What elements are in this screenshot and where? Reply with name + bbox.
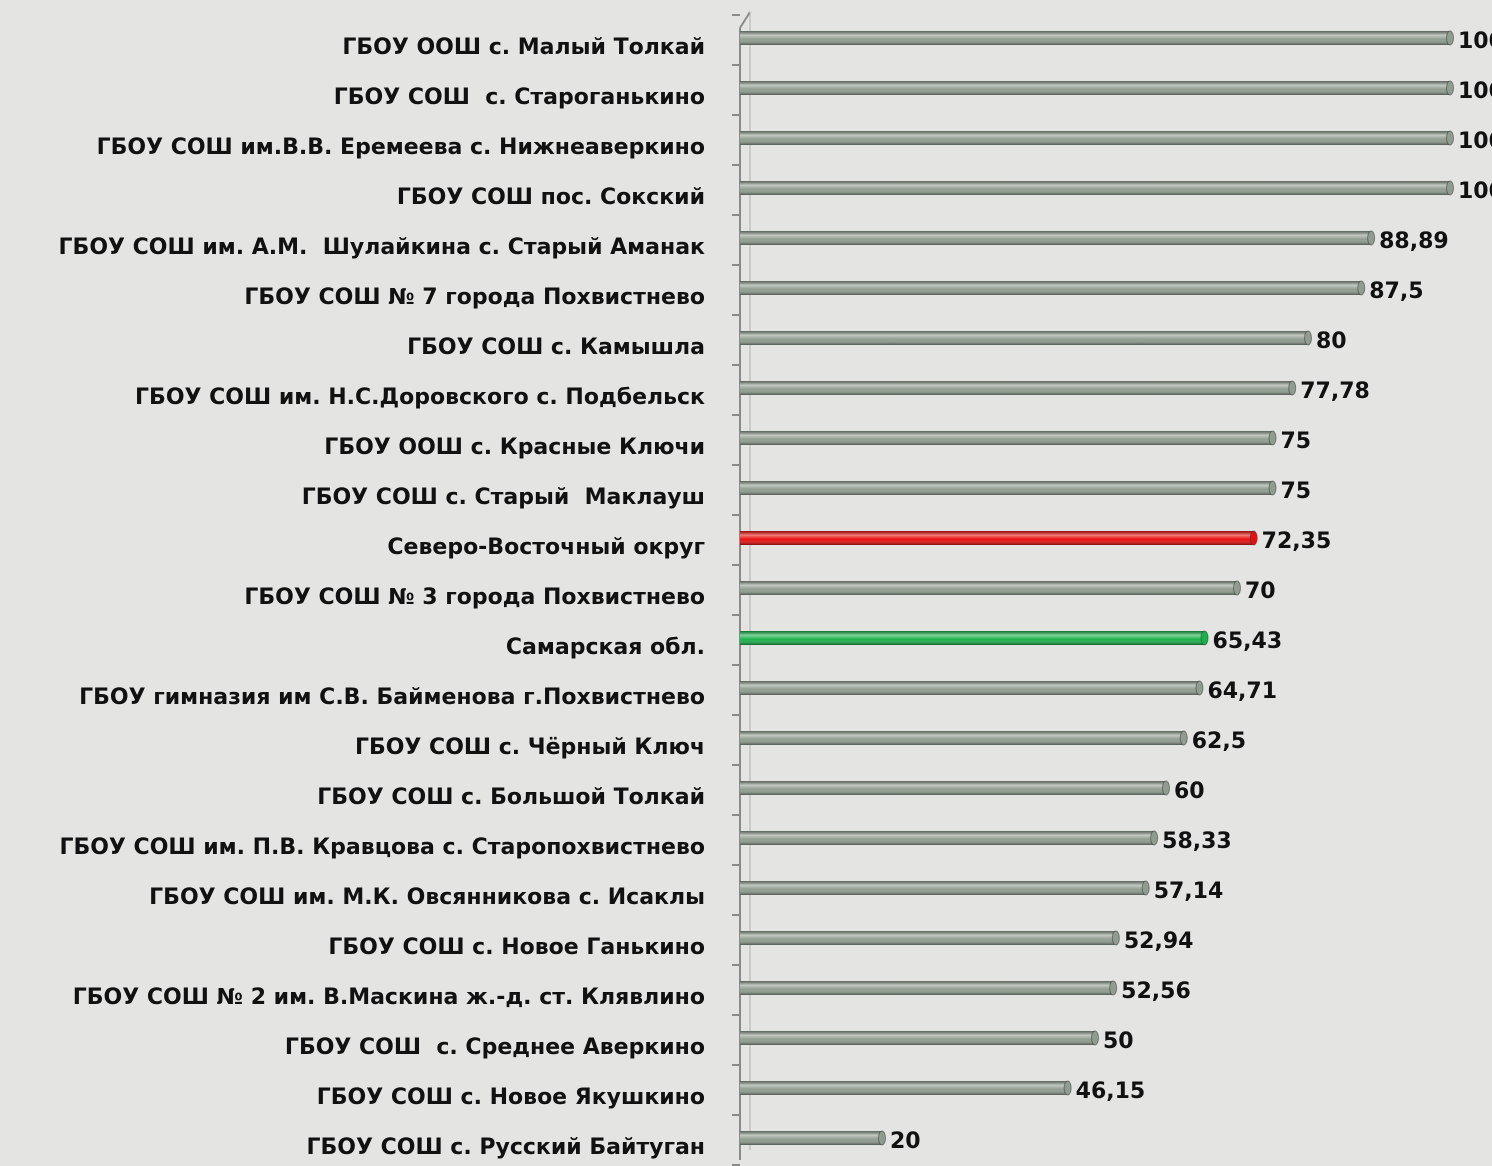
value-label: 46,15 [1076, 1079, 1146, 1104]
bar-shade [740, 1081, 1068, 1095]
bar-cap [1357, 280, 1366, 296]
value-label: 52,56 [1121, 979, 1191, 1004]
value-label: 20 [890, 1129, 921, 1154]
value-label: 77,78 [1300, 379, 1370, 404]
category-label: ГБОУ СОШ с. Новое Ганькино [328, 935, 705, 960]
category-label: ГБОУ СОШ им. П.В. Кравцова с. Старопохви… [59, 835, 705, 860]
value-label: 58,33 [1162, 829, 1232, 854]
value-label: 57,14 [1154, 879, 1224, 904]
value-label: 64,71 [1207, 679, 1277, 704]
bar-shade [740, 481, 1273, 495]
bar-shade [740, 1131, 882, 1145]
category-label: ГБОУ СОШ им. А.М. Шулайкина с. Старый Ам… [59, 235, 706, 260]
value-label: 75 [1281, 479, 1312, 504]
bar-cap [1233, 580, 1241, 596]
category-label: ГБОУ СОШ с. Большой Толкай [317, 785, 705, 810]
value-label: 65,43 [1213, 629, 1283, 654]
value-label: 75 [1281, 429, 1312, 454]
bar-shade [740, 231, 1372, 245]
bar-cap [1195, 680, 1204, 696]
category-label: Северо-Восточный округ [387, 535, 705, 560]
bar-shade [740, 331, 1308, 345]
value-label: 72,35 [1262, 529, 1332, 554]
bar-cap [1091, 1030, 1099, 1046]
bar-cap [1367, 230, 1376, 246]
bar-shade [740, 981, 1114, 995]
value-label: 87,5 [1369, 279, 1423, 304]
bar-cap [878, 1130, 886, 1146]
bar-cap [1446, 30, 1454, 46]
category-label: ГБОУ СОШ с. Русский Байтуган [307, 1135, 705, 1160]
value-label: 70 [1245, 579, 1276, 604]
value-label: 80 [1316, 329, 1347, 354]
bar-cap [1446, 130, 1454, 146]
bar-shade [740, 131, 1450, 145]
bar-cap [1150, 830, 1159, 846]
bar-shade [740, 931, 1116, 945]
bar-shade [740, 631, 1205, 645]
bar-shade [740, 81, 1450, 95]
category-label: ГБОУ СОШ с. Камышла [407, 335, 705, 360]
bar-shade [740, 281, 1362, 295]
bar-shade [740, 1031, 1095, 1045]
bar-shade [740, 731, 1184, 745]
bar-cap [1268, 480, 1277, 496]
bar-shade [740, 831, 1155, 845]
category-label: ГБОУ СОШ с. Новое Якушкино [317, 1085, 705, 1110]
bar-cap [1063, 1080, 1072, 1096]
bar-cap [1249, 530, 1258, 546]
value-label: 100 [1458, 79, 1492, 104]
bar-cap [1109, 980, 1118, 996]
category-label: ГБОУ ООШ с. Красные Ключи [324, 435, 705, 460]
category-label: ГБОУ СОШ им.В.В. Еремеева с. Нижнеаверки… [97, 135, 705, 160]
bar-shade [740, 881, 1146, 895]
category-label: ГБОУ ООШ с. Малый Толкай [342, 35, 705, 60]
bar-cap [1162, 780, 1170, 796]
category-label: ГБОУ СОШ № 7 города Похвистнево [244, 285, 705, 310]
value-label: 52,94 [1124, 929, 1194, 954]
category-label: ГБОУ СОШ с. Староганькино [334, 85, 705, 110]
value-label: 50 [1103, 1029, 1134, 1054]
category-label: ГБОУ СОШ пос. Сокский [397, 185, 705, 210]
bar-cap [1304, 330, 1312, 346]
bar-shade [740, 31, 1450, 45]
bar-shade [740, 381, 1293, 395]
category-label: ГБОУ СОШ с. Среднее Аверкино [285, 1035, 705, 1060]
category-label: ГБОУ СОШ им. Н.С.Доровского с. Подбельск [135, 385, 705, 410]
axis-line-top [739, 11, 751, 29]
value-label: 100 [1458, 129, 1492, 154]
value-label: 100 [1458, 29, 1492, 54]
bar-shade [740, 781, 1166, 795]
category-label: ГБОУ СОШ № 2 им. В.Маскина ж.-д. ст. Кля… [73, 985, 705, 1010]
bar-shade [740, 181, 1450, 195]
bar-shade [740, 531, 1254, 545]
value-label: 100 [1458, 179, 1492, 204]
bar-shade [740, 431, 1273, 445]
bar-shade [740, 581, 1237, 595]
bar-shade [740, 681, 1200, 695]
category-label: Самарская обл. [506, 635, 705, 660]
bar-cap [1288, 380, 1297, 396]
value-label: 88,89 [1379, 229, 1449, 254]
category-label: ГБОУ СОШ с. Чёрный Ключ [355, 735, 705, 760]
value-label: 60 [1174, 779, 1205, 804]
bar-cap [1268, 430, 1277, 446]
bar-cap [1179, 730, 1188, 746]
bar-cap [1141, 880, 1150, 896]
category-label: ГБОУ СОШ № 3 города Похвистнево [244, 585, 705, 610]
bar-cap [1200, 630, 1209, 646]
bar-cap [1111, 930, 1120, 946]
category-label: ГБОУ СОШ им. М.К. Овсянникова с. Исаклы [149, 885, 705, 910]
category-label: ГБОУ СОШ с. Старый Маклауш [302, 485, 705, 510]
category-label: ГБОУ гимназия им С.В. Байменова г.Похвис… [79, 685, 705, 710]
value-label: 62,5 [1192, 729, 1246, 754]
bar-cap [1446, 80, 1454, 96]
bar-cap [1446, 180, 1454, 196]
